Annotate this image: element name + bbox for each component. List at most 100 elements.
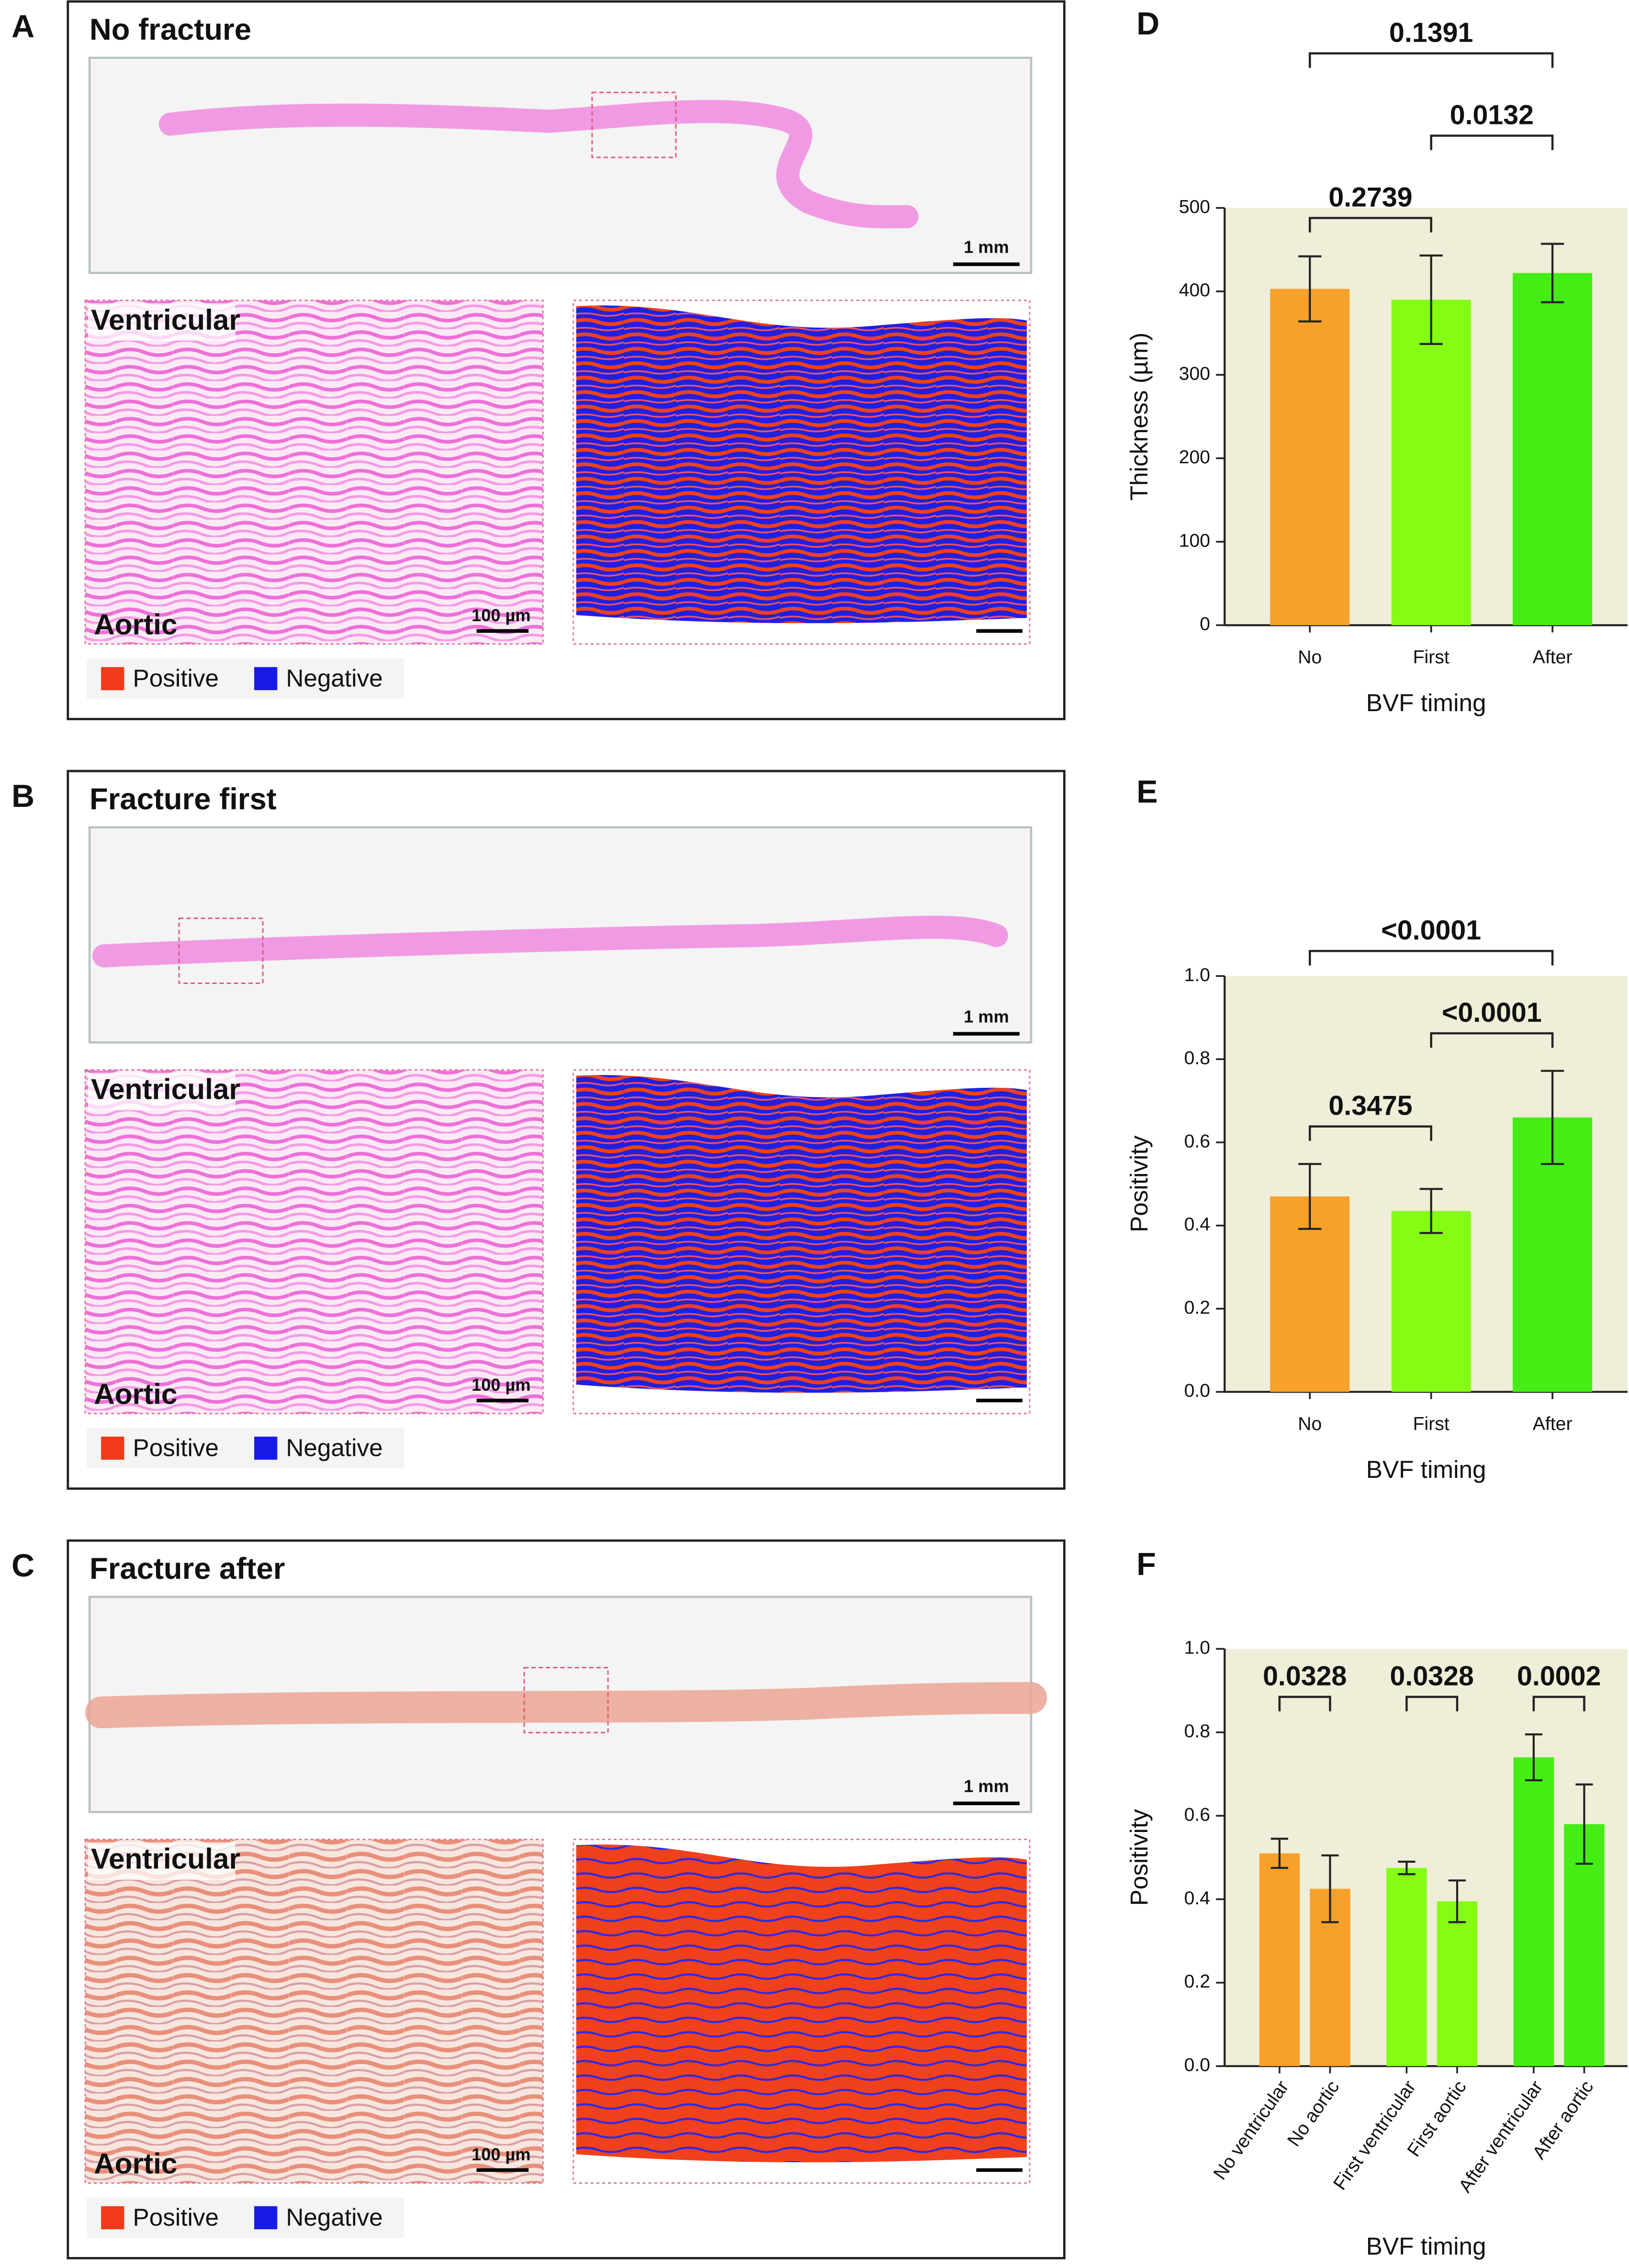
panel-frame bbox=[67, 0, 1066, 720]
legend-swatch bbox=[254, 2206, 278, 2230]
panel-letter: E bbox=[1136, 774, 1157, 810]
legend-bg bbox=[87, 2197, 404, 2238]
x-tick-label: No bbox=[1298, 647, 1322, 668]
bar bbox=[1513, 273, 1593, 626]
p-value: 0.0132 bbox=[1450, 100, 1534, 130]
error-bar bbox=[1419, 254, 1443, 345]
micro-bottom-label: Aortic bbox=[94, 2147, 177, 2179]
legend-bg bbox=[87, 1428, 404, 1469]
error-bar bbox=[1298, 1163, 1322, 1230]
y-tick-label: 0.8 bbox=[1184, 1721, 1211, 1742]
micrograph-segmented bbox=[576, 305, 1027, 624]
image-panel: C Fracture after 1 mm Ventricular Aortic 100 … bbox=[11, 1539, 1066, 2259]
bar bbox=[1391, 1211, 1471, 1392]
micrograph-segmented bbox=[576, 1844, 1027, 2163]
tissue-strip bbox=[85, 1682, 1047, 1729]
y-tick-label: 0.4 bbox=[1184, 1888, 1211, 1909]
y-tick-label: 500 bbox=[1179, 197, 1210, 217]
p-value: 0.1391 bbox=[1389, 17, 1473, 48]
y-axis-title: Positivity bbox=[1125, 1809, 1153, 1906]
legend-label: Negative bbox=[286, 2204, 382, 2231]
comparison-bracket bbox=[1430, 1032, 1554, 1048]
comparison-bracket bbox=[1309, 217, 1432, 233]
micro-scale-label: 100 µm bbox=[472, 605, 530, 625]
y-tick-label: 0.2 bbox=[1184, 1297, 1211, 1318]
micro-top-label: Ventricular bbox=[91, 303, 240, 336]
text-backing bbox=[88, 1842, 236, 1880]
panel-letter: F bbox=[1136, 1547, 1156, 1582]
x-tick-label: After bbox=[1533, 1414, 1573, 1434]
error-bar bbox=[1419, 1188, 1443, 1234]
p-value: 0.0328 bbox=[1390, 1661, 1474, 1692]
x-tick-label: First bbox=[1413, 647, 1449, 668]
x-tick-label: After ventricular bbox=[1455, 2077, 1547, 2197]
y-tick-label: 0.2 bbox=[1184, 1971, 1211, 1992]
bar bbox=[1386, 1868, 1427, 2067]
comparison-bracket bbox=[1405, 1696, 1459, 1711]
comparison-bracket bbox=[1532, 1696, 1585, 1711]
error-bar bbox=[1298, 255, 1322, 323]
y-tick-label: 1.0 bbox=[1184, 965, 1211, 985]
comparison-bracket bbox=[1309, 52, 1554, 68]
image-panel: B Fracture first 1 mm Ventricular Aortic 100 … bbox=[11, 770, 1066, 1490]
micrograph-he bbox=[84, 300, 544, 645]
panel-title: Fracture first bbox=[90, 782, 277, 816]
micro-top-label: Ventricular bbox=[91, 1073, 240, 1106]
bar bbox=[1437, 1901, 1478, 2067]
y-tick-label: 0.6 bbox=[1184, 1804, 1211, 1825]
bar bbox=[1259, 1853, 1300, 2067]
x-axis-title: BVF timing bbox=[1366, 2233, 1486, 2260]
legend-swatch bbox=[101, 667, 124, 691]
x-tick-label: After bbox=[1533, 647, 1573, 668]
legend-swatch bbox=[254, 667, 278, 691]
y-tick-label: 0.4 bbox=[1184, 1214, 1211, 1235]
p-value: <0.0001 bbox=[1442, 997, 1542, 1028]
scale-label: 1 mm bbox=[964, 1007, 1009, 1027]
x-tick-label: First bbox=[1413, 1414, 1449, 1434]
error-bar bbox=[1321, 1854, 1339, 1923]
panel-letter: D bbox=[1136, 6, 1159, 42]
y-tick-label: 300 bbox=[1179, 364, 1210, 384]
y-tick-label: 0 bbox=[1200, 614, 1210, 635]
legend-swatch bbox=[254, 1436, 278, 1460]
text-backing bbox=[88, 303, 236, 341]
y-tick-label: 0.0 bbox=[1184, 1381, 1211, 1401]
scale-label: 1 mm bbox=[964, 237, 1009, 257]
micro-scale-label: 100 µm bbox=[472, 1375, 530, 1395]
error-bar bbox=[1448, 1879, 1466, 1923]
micrograph-segmented bbox=[576, 1075, 1027, 1393]
y-tick-label: 0.0 bbox=[1184, 2055, 1211, 2076]
y-tick-label: 0.8 bbox=[1184, 1048, 1211, 1069]
tissue-strip bbox=[92, 916, 1008, 968]
legend-swatch bbox=[101, 1436, 124, 1460]
legend-label: Negative bbox=[286, 1434, 382, 1462]
scale-label: 1 mm bbox=[964, 1776, 1009, 1796]
legend-label: Positive bbox=[133, 2204, 219, 2231]
panel-letter: A bbox=[11, 9, 34, 45]
y-tick-label: 0.6 bbox=[1184, 1131, 1211, 1151]
panel-frame bbox=[67, 770, 1066, 1490]
zoom-box bbox=[523, 1667, 609, 1733]
error-bar bbox=[1398, 1860, 1416, 1876]
x-axis-title: BVF timing bbox=[1366, 689, 1486, 716]
x-axis-title: BVF timing bbox=[1366, 1456, 1486, 1483]
x-tick-label: First ventricular bbox=[1329, 2077, 1420, 2194]
y-tick-label: 1.0 bbox=[1184, 1638, 1211, 1658]
y-axis-title: Thickness (µm) bbox=[1125, 333, 1153, 501]
comparison-bracket bbox=[1278, 1696, 1331, 1711]
p-value: 0.3475 bbox=[1328, 1091, 1412, 1121]
error-bar bbox=[1540, 1070, 1564, 1165]
zoom-box bbox=[591, 91, 677, 158]
x-tick-label: No bbox=[1298, 1414, 1322, 1434]
micro-top-label: Ventricular bbox=[91, 1843, 240, 1875]
panel-title: No fracture bbox=[90, 13, 251, 46]
p-value: 0.0328 bbox=[1263, 1661, 1347, 1692]
comparison-bracket bbox=[1309, 1125, 1432, 1141]
y-tick-label: 400 bbox=[1179, 280, 1210, 301]
comparison-bracket bbox=[1309, 950, 1554, 966]
error-bar bbox=[1575, 1783, 1593, 1865]
micrograph-he bbox=[84, 1069, 544, 1415]
micro-scale-label: 100 µm bbox=[472, 2145, 530, 2164]
p-value: <0.0001 bbox=[1381, 915, 1481, 946]
